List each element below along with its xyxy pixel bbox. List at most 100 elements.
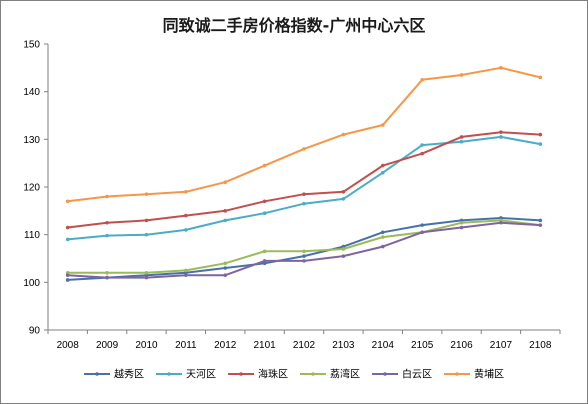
data-point [341,132,346,137]
data-point [302,259,306,263]
data-point [184,213,188,218]
y-tick-label: 110 [24,230,40,241]
data-point [420,77,424,82]
legend-item-5: 白云区 [372,368,432,381]
legend-item-6: 黄埔区 [444,368,504,381]
legend-marker [95,372,99,376]
data-point [499,66,503,70]
legend-marker [311,372,315,376]
data-point [538,132,543,137]
legend-label: 白云区 [402,368,432,381]
data-point [538,142,543,146]
data-point [302,201,306,206]
data-point [144,218,149,223]
series-2 [65,135,543,242]
y-tick-label: 130 [23,135,40,146]
x-tick-label: 2105 [411,340,434,351]
x-tick-label: 2104 [372,340,395,351]
legend-marker [167,372,171,376]
data-point [302,147,306,151]
series-line [67,131,541,229]
legend-label: 荔湾区 [330,368,360,381]
legend-label: 天河区 [186,369,216,381]
data-point [380,244,385,249]
data-point [420,143,424,147]
data-point [184,189,188,194]
data-point [105,271,109,275]
x-tick-label: 2011 [175,340,197,351]
data-point [380,235,385,239]
data-point [223,266,228,270]
data-point [105,275,109,280]
data-point [65,199,70,204]
data-point [380,163,385,168]
data-point [223,261,228,266]
x-tick-label: 2106 [450,340,473,351]
legend-item-1: 越秀区 [84,368,144,381]
legend-item-2: 天河区 [156,369,216,381]
data-point [341,197,346,201]
x-tick-label: 2101 [253,340,276,351]
legend-marker [239,372,243,376]
data-point [499,220,503,225]
legend-marker [383,372,387,376]
data-point [223,209,228,213]
data-point [341,254,346,258]
data-point [223,273,228,277]
legend-label: 黄埔区 [474,368,504,381]
data-point [65,225,70,230]
series-5 [65,220,543,280]
y-tick-label: 120 [23,183,40,194]
data-point [105,194,109,199]
data-point [105,233,109,238]
legend-item-3: 海珠区 [228,368,288,381]
data-point [65,237,70,242]
y-tick-label: 140 [23,87,40,98]
data-point [459,139,464,144]
data-point [262,249,267,254]
data-point [538,223,543,227]
x-tick-label: 2008 [57,340,80,351]
data-point [341,247,346,251]
data-point [341,189,346,194]
data-point [262,199,267,204]
legend-marker [455,372,459,376]
data-point [459,73,464,77]
legend-label: 海珠区 [258,368,288,381]
data-point [420,230,424,235]
x-tick-label: 2103 [332,340,355,351]
data-point [459,135,464,139]
data-point [380,123,385,127]
series-line [67,219,541,274]
data-point [420,223,424,227]
data-point [538,75,543,80]
data-point [144,271,149,275]
x-tick-label: 2102 [293,340,316,351]
legend-label: 越秀区 [114,368,144,381]
y-tick-label: 90 [29,326,41,337]
x-tick-label: 2108 [529,340,552,351]
x-tick-label: 2012 [214,340,237,351]
data-point [144,192,149,196]
legend-item-4: 荔湾区 [300,368,360,381]
data-point [302,249,306,254]
data-point [459,225,464,230]
series-line [67,135,541,241]
data-point [184,228,188,232]
data-point [223,180,228,185]
x-tick-label: 2009 [96,340,119,351]
x-tick-label: 2107 [490,340,513,351]
data-point [302,254,306,258]
data-point [262,163,267,168]
data-point [144,275,149,280]
data-point [223,218,228,223]
data-point [262,259,267,263]
data-point [459,220,464,225]
series-3 [65,130,543,230]
data-point [420,151,424,156]
x-tick-label: 2010 [135,340,158,351]
data-point [499,130,503,134]
chart-title: 同致诚二手房价格指数-广州中心六区 [162,16,426,35]
